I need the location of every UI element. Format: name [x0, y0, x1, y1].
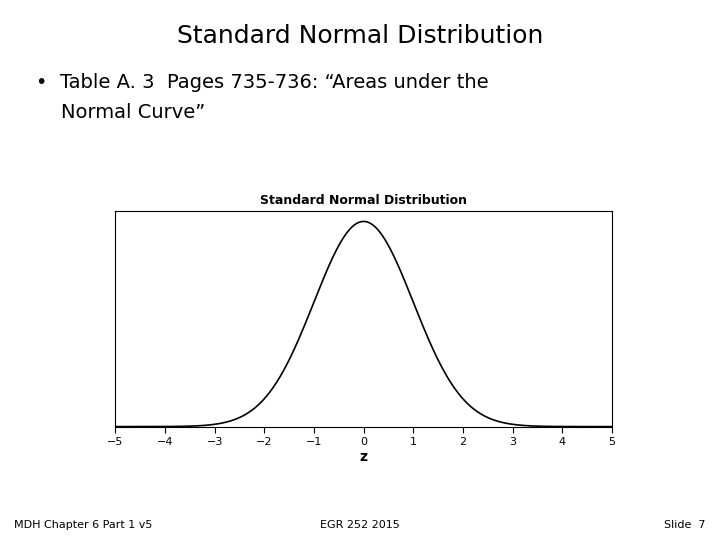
Text: Normal Curve”: Normal Curve”: [36, 103, 205, 122]
Text: Standard Normal Distribution: Standard Normal Distribution: [177, 24, 543, 48]
Text: EGR 252 2015: EGR 252 2015: [320, 520, 400, 530]
Text: Slide  7: Slide 7: [664, 520, 706, 530]
X-axis label: z: z: [359, 450, 368, 464]
Text: MDH Chapter 6 Part 1 v5: MDH Chapter 6 Part 1 v5: [14, 520, 153, 530]
Text: •  Table A. 3  Pages 735-736: “Areas under the: • Table A. 3 Pages 735-736: “Areas under…: [36, 73, 489, 92]
Title: Standard Normal Distribution: Standard Normal Distribution: [260, 194, 467, 207]
